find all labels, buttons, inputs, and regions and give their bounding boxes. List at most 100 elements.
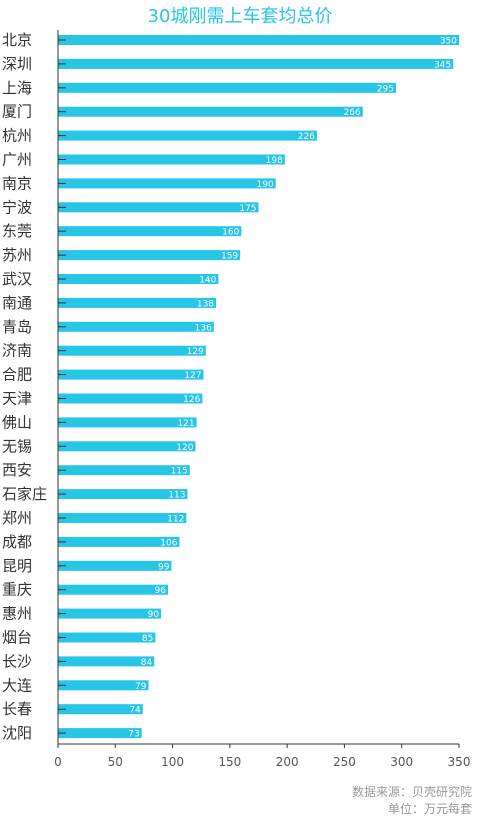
category-label: 大连 [2, 676, 32, 694]
data-label: 198 [266, 156, 283, 166]
x-tick-label: 350 [448, 755, 471, 769]
category-label: 郑州 [2, 509, 32, 527]
category-label: 武汉 [2, 270, 32, 288]
category-label: 上海 [2, 79, 32, 97]
data-label: 90 [148, 610, 160, 620]
bar [58, 35, 459, 45]
bar [58, 154, 285, 165]
data-label: 226 [298, 132, 315, 142]
category-label: 深圳 [2, 55, 32, 73]
data-label: 113 [168, 491, 185, 501]
data-label: 120 [176, 443, 193, 453]
source-line: 数据来源：贝壳研究院 [351, 785, 472, 799]
bar [58, 704, 143, 715]
category-label: 沈阳 [2, 724, 32, 742]
bar [58, 536, 180, 547]
bar [58, 584, 168, 595]
bar [58, 250, 241, 261]
bar [58, 393, 203, 404]
category-label: 长春 [2, 700, 32, 718]
bar [58, 178, 276, 189]
category-label: 无锡 [2, 437, 32, 455]
data-label: 85 [142, 634, 153, 644]
data-label: 175 [239, 204, 256, 214]
data-label: 99 [158, 562, 170, 572]
category-label: 合肥 [2, 366, 32, 384]
source-note: 数据来源：贝壳研究院 单位：万元每套 [352, 784, 472, 818]
data-label: 140 [199, 276, 216, 286]
bar [58, 608, 162, 619]
bar [58, 489, 188, 500]
bar [58, 417, 197, 428]
x-tick-label: 150 [218, 755, 241, 769]
bar [58, 82, 396, 93]
category-label: 佛山 [2, 413, 32, 431]
bar [58, 441, 196, 452]
category-label: 厦门 [2, 103, 32, 121]
data-label: 73 [128, 730, 139, 740]
bar [58, 680, 149, 691]
category-label: 长沙 [2, 652, 32, 670]
x-tick-label: 300 [390, 755, 413, 769]
data-label: 266 [344, 108, 361, 118]
bar [58, 656, 155, 667]
data-label: 160 [222, 228, 239, 238]
category-label: 南京 [2, 174, 32, 192]
bar [58, 465, 190, 476]
data-label: 129 [187, 347, 204, 357]
bar [58, 345, 206, 356]
x-tick-label: 50 [108, 755, 123, 769]
x-tick-label: 0 [54, 755, 62, 769]
bar [58, 130, 317, 141]
data-label: 138 [197, 299, 214, 309]
bar [58, 202, 259, 213]
data-label: 74 [129, 706, 141, 716]
category-label: 宁波 [2, 198, 32, 216]
bar [58, 632, 156, 643]
category-label: 广州 [2, 151, 32, 169]
data-label: 345 [434, 60, 451, 70]
data-label: 84 [141, 658, 153, 668]
unit-line: 单位：万元每套 [387, 802, 472, 816]
data-label: 190 [256, 180, 273, 190]
category-label: 成都 [2, 533, 32, 551]
data-label: 121 [177, 419, 194, 429]
chart-title: 30城刚需上车套均总价 [147, 6, 333, 27]
x-tick-label: 250 [333, 755, 356, 769]
data-label: 96 [155, 586, 167, 596]
bar [58, 560, 172, 571]
category-label: 西安 [2, 461, 32, 479]
category-label: 南通 [2, 294, 32, 312]
data-label: 159 [221, 252, 238, 262]
bar [58, 106, 363, 117]
bar [58, 58, 454, 69]
category-label: 重庆 [2, 581, 32, 599]
data-label: 106 [160, 538, 177, 548]
data-label: 79 [135, 682, 147, 692]
category-label: 烟台 [2, 629, 32, 647]
bar [58, 226, 242, 237]
data-label: 295 [377, 84, 394, 94]
bar [58, 513, 187, 523]
x-tick-label: 200 [276, 755, 299, 769]
category-label: 北京 [2, 31, 32, 49]
category-label: 济南 [2, 342, 32, 360]
data-label: 115 [171, 467, 188, 477]
category-label: 东莞 [2, 222, 32, 240]
data-label: 112 [167, 515, 184, 525]
data-label: 127 [184, 371, 201, 381]
category-label: 杭州 [2, 127, 32, 145]
x-tick-label: 100 [161, 755, 184, 769]
bar [58, 728, 142, 739]
category-label: 苏州 [2, 246, 32, 264]
category-label: 石家庄 [2, 485, 47, 503]
category-label: 昆明 [2, 557, 32, 575]
category-label: 天津 [2, 390, 32, 408]
bar [58, 297, 217, 308]
data-label: 136 [195, 323, 212, 333]
category-label: 惠州 [2, 605, 32, 623]
category-label: 青岛 [2, 318, 32, 336]
bar [58, 321, 214, 332]
data-label: 126 [183, 395, 200, 405]
